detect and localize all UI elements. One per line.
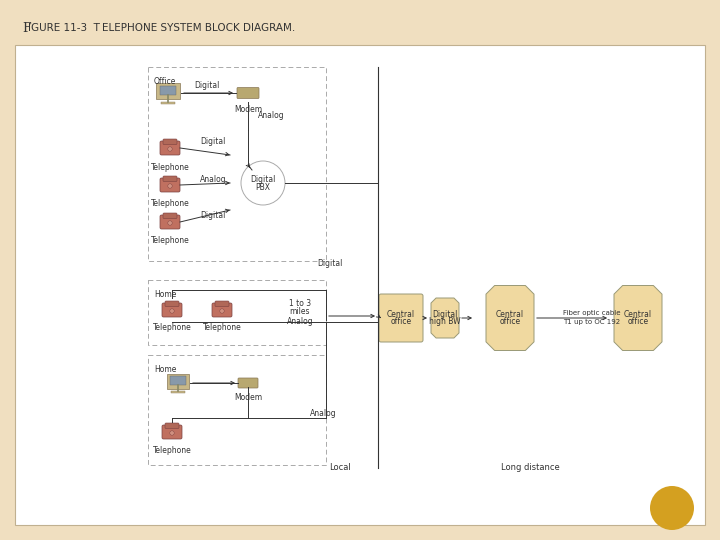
FancyBboxPatch shape bbox=[160, 178, 180, 192]
Text: Central: Central bbox=[496, 310, 524, 319]
FancyBboxPatch shape bbox=[160, 215, 180, 229]
FancyBboxPatch shape bbox=[156, 84, 179, 99]
Text: Digital: Digital bbox=[194, 80, 220, 90]
Bar bbox=[148, 67, 326, 261]
Bar bbox=[148, 355, 326, 465]
FancyBboxPatch shape bbox=[212, 303, 232, 317]
Text: Home: Home bbox=[154, 290, 176, 299]
FancyBboxPatch shape bbox=[162, 303, 182, 317]
FancyBboxPatch shape bbox=[215, 301, 229, 307]
Text: Telephone: Telephone bbox=[150, 236, 189, 245]
FancyBboxPatch shape bbox=[237, 87, 259, 98]
Text: PBX: PBX bbox=[256, 184, 271, 192]
Text: Fiber optic cable: Fiber optic cable bbox=[563, 310, 621, 316]
FancyBboxPatch shape bbox=[163, 213, 177, 219]
FancyBboxPatch shape bbox=[160, 86, 176, 96]
FancyBboxPatch shape bbox=[170, 376, 186, 386]
Circle shape bbox=[241, 161, 285, 205]
Text: Digital: Digital bbox=[251, 174, 276, 184]
FancyBboxPatch shape bbox=[160, 141, 180, 155]
Text: ELEPHONE SYSTEM BLOCK DIAGRAM.: ELEPHONE SYSTEM BLOCK DIAGRAM. bbox=[102, 23, 295, 33]
Text: miles: miles bbox=[289, 307, 310, 316]
Text: Digital: Digital bbox=[432, 310, 458, 319]
Circle shape bbox=[650, 486, 694, 530]
Text: office: office bbox=[390, 317, 412, 326]
Circle shape bbox=[168, 147, 172, 151]
Text: Office: Office bbox=[154, 77, 176, 86]
Text: Digital: Digital bbox=[200, 212, 225, 220]
Text: Analog: Analog bbox=[200, 176, 227, 185]
Text: Telephone: Telephone bbox=[150, 163, 189, 172]
Text: office: office bbox=[500, 317, 521, 326]
FancyBboxPatch shape bbox=[163, 176, 177, 181]
Text: office: office bbox=[627, 317, 649, 326]
FancyBboxPatch shape bbox=[163, 139, 177, 145]
Text: high BW: high BW bbox=[429, 317, 461, 326]
Text: Analog: Analog bbox=[310, 408, 337, 417]
Circle shape bbox=[170, 309, 174, 313]
FancyBboxPatch shape bbox=[162, 425, 182, 439]
Text: F: F bbox=[22, 22, 31, 35]
Text: Local: Local bbox=[329, 463, 351, 472]
Text: Central: Central bbox=[624, 310, 652, 319]
Text: Telephone: Telephone bbox=[153, 323, 192, 332]
FancyBboxPatch shape bbox=[165, 301, 179, 307]
Text: Digital: Digital bbox=[318, 259, 343, 267]
Polygon shape bbox=[486, 286, 534, 350]
Bar bbox=[171, 391, 184, 393]
FancyBboxPatch shape bbox=[167, 374, 189, 388]
Text: Telephone: Telephone bbox=[150, 199, 189, 208]
Bar bbox=[148, 280, 326, 345]
Bar bbox=[161, 102, 175, 104]
Text: Home: Home bbox=[154, 365, 176, 374]
Circle shape bbox=[168, 221, 172, 225]
Polygon shape bbox=[431, 298, 459, 338]
Polygon shape bbox=[614, 286, 662, 350]
Text: Telephone: Telephone bbox=[153, 446, 192, 455]
Bar bbox=[15, 45, 705, 525]
Text: Modem: Modem bbox=[234, 105, 262, 114]
Text: Analog: Analog bbox=[258, 111, 284, 119]
Circle shape bbox=[170, 431, 174, 435]
FancyBboxPatch shape bbox=[238, 378, 258, 388]
Circle shape bbox=[220, 309, 224, 313]
Text: Modem: Modem bbox=[234, 393, 262, 402]
FancyBboxPatch shape bbox=[379, 294, 423, 342]
Text: Telephone: Telephone bbox=[202, 323, 241, 332]
Text: Digital: Digital bbox=[200, 138, 225, 146]
Text: T1 up to OC 192: T1 up to OC 192 bbox=[563, 319, 620, 325]
Text: Analog: Analog bbox=[287, 318, 313, 327]
FancyBboxPatch shape bbox=[165, 423, 179, 429]
Text: IGURE 11-3  T: IGURE 11-3 T bbox=[28, 23, 100, 33]
Text: Long distance: Long distance bbox=[500, 463, 559, 472]
Circle shape bbox=[168, 184, 172, 188]
Text: 1 to 3: 1 to 3 bbox=[289, 300, 311, 308]
Text: Central: Central bbox=[387, 310, 415, 319]
